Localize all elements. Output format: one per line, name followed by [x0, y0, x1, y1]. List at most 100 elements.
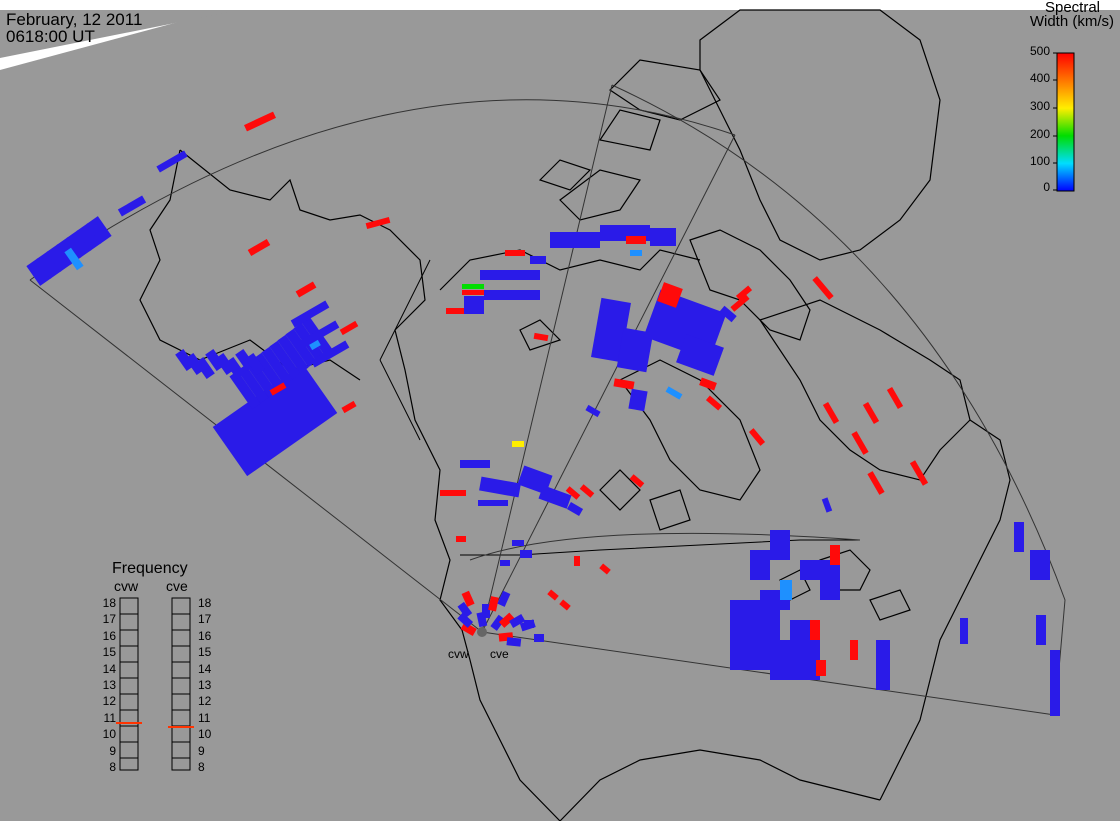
echo-cell — [464, 296, 484, 314]
echo-cell — [822, 401, 840, 425]
frequency-tick-cvw: 15 — [102, 645, 116, 660]
echo-cell — [626, 236, 646, 244]
echo-cell — [735, 285, 753, 301]
date-label: February, 12 2011 — [6, 10, 143, 29]
echo-cell — [457, 601, 473, 618]
frequency-tick-cve: 16 — [198, 628, 212, 643]
radar-echoes — [26, 111, 1060, 716]
echo-cell — [550, 232, 600, 248]
echo-cell — [1050, 650, 1060, 716]
frequency-tick-cve: 10 — [198, 727, 212, 742]
echo-cell — [1036, 615, 1046, 645]
echo-cell — [867, 471, 885, 495]
echo-cell — [559, 599, 571, 611]
echo-cell — [886, 386, 904, 410]
echo-cell — [750, 550, 770, 580]
echo-cell — [960, 618, 968, 644]
echo-cell — [300, 320, 340, 348]
echo-cell — [36, 251, 62, 279]
echo-cell — [800, 560, 820, 580]
echo-cell — [816, 660, 826, 676]
echo-cell — [269, 382, 287, 396]
echo-cell — [175, 348, 195, 372]
radar-label-cvw: cvw — [448, 647, 469, 661]
echo-cell — [309, 339, 321, 351]
echo-cell — [86, 216, 112, 244]
echo-cell — [365, 216, 391, 230]
echo-cell — [657, 282, 683, 308]
colorbar-tick-label: 0 — [1043, 180, 1050, 194]
echo-cell — [851, 431, 869, 455]
echo-cell — [579, 484, 595, 498]
echo-cell — [460, 622, 477, 636]
echo-cell — [820, 560, 840, 600]
echo-cell — [810, 620, 820, 640]
echo-cell — [498, 612, 515, 628]
echo-cell — [212, 363, 338, 477]
echo-cell — [460, 460, 490, 468]
map-top-border — [0, 0, 1120, 10]
frequency-right-label: cve — [166, 578, 188, 594]
echo-cell — [629, 474, 645, 488]
echo-cell — [812, 276, 834, 300]
echo-cell — [780, 580, 792, 600]
echo-cell — [500, 560, 510, 566]
echo-cell — [76, 223, 102, 251]
echo-cell — [66, 230, 92, 258]
echo-cell — [461, 590, 475, 607]
echo-cell — [574, 556, 580, 566]
frequency-tick-cvw: 16 — [102, 628, 116, 643]
echo-cell — [821, 497, 833, 513]
frequency-tick-cve: 13 — [198, 678, 212, 692]
echo-cell — [616, 327, 654, 373]
echo-cell — [456, 536, 466, 542]
frequency-columns — [119, 597, 191, 771]
echo-cell — [253, 352, 285, 392]
echo-cell — [117, 195, 147, 217]
echo-cell — [285, 328, 317, 368]
echo-cell — [506, 637, 522, 647]
echo-cell — [520, 550, 532, 558]
echo-cell — [215, 352, 235, 376]
frequency-title: Frequency — [112, 560, 188, 577]
echo-cell — [512, 441, 524, 447]
echo-cell — [261, 346, 293, 386]
frequency-tick-cve: 9 — [198, 743, 205, 758]
colorbar-tick-label: 400 — [1029, 71, 1050, 85]
echo-cell — [446, 308, 464, 314]
echo-cell — [225, 356, 245, 380]
echo-cell — [705, 395, 723, 411]
echo-cell — [909, 460, 929, 486]
echo-cell — [46, 244, 72, 272]
echo-cell — [205, 348, 225, 372]
echo-cell — [628, 388, 648, 412]
echo-cell — [665, 386, 683, 400]
colorbar-title-line1: Spectral — [1044, 0, 1100, 16]
echo-cell — [490, 614, 506, 631]
echo-cell — [630, 250, 642, 256]
colorbar-tick-label: 100 — [1029, 154, 1050, 168]
echo-cell — [547, 589, 559, 601]
frequency-tick-cve: 17 — [198, 612, 212, 627]
echo-cell — [156, 150, 188, 173]
echo-cell — [229, 370, 261, 410]
echo-cell — [730, 294, 750, 312]
frequency-tick-cvw: 12 — [102, 694, 116, 709]
frequency-tick-cve: 14 — [198, 661, 212, 676]
frequency-tick-cve: 18 — [198, 596, 212, 610]
colorbar-ticks — [1053, 52, 1057, 191]
radar-label-cve: cve — [490, 647, 509, 661]
colorbar-tick-label: 300 — [1029, 99, 1050, 113]
echo-cell — [277, 334, 309, 374]
frequency-tick-cve: 15 — [198, 645, 212, 660]
frequency-tick-cvw: 11 — [103, 710, 116, 725]
echo-cell — [699, 377, 717, 391]
echo-cell — [339, 320, 359, 336]
time-label: 0618:00 UT — [6, 27, 95, 46]
echo-cell — [876, 640, 890, 690]
echo-cell — [26, 258, 52, 286]
radar-site-marker — [477, 627, 487, 637]
echo-cell — [462, 290, 484, 295]
echo-cell — [676, 334, 724, 376]
echo-cell — [497, 590, 511, 607]
